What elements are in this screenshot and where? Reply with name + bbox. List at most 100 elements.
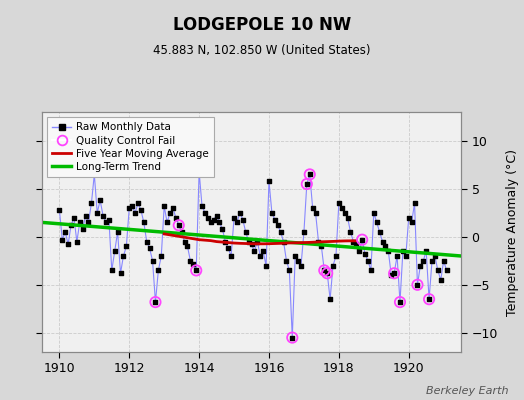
- Point: [111, 248, 119, 254]
- Point: [81, 212, 90, 219]
- Point: [163, 219, 171, 226]
- Point: [442, 267, 451, 274]
- Point: [183, 243, 192, 250]
- Point: [128, 203, 136, 209]
- Point: [113, 229, 122, 235]
- Point: [192, 267, 200, 274]
- Point: [434, 267, 442, 274]
- Point: [99, 212, 107, 219]
- Point: [244, 238, 253, 245]
- Point: [288, 334, 297, 341]
- Point: [317, 243, 325, 250]
- Point: [425, 296, 433, 302]
- Point: [172, 214, 180, 221]
- Point: [105, 216, 113, 223]
- Point: [422, 248, 430, 254]
- Point: [352, 241, 361, 248]
- Point: [311, 210, 320, 216]
- Point: [291, 253, 299, 259]
- Point: [174, 222, 183, 228]
- Point: [227, 253, 235, 259]
- Point: [178, 229, 186, 235]
- Point: [238, 216, 247, 223]
- Point: [146, 245, 154, 252]
- Point: [206, 219, 215, 226]
- Point: [320, 267, 329, 274]
- Point: [125, 205, 134, 211]
- Point: [198, 203, 206, 209]
- Point: [393, 253, 401, 259]
- Point: [332, 253, 340, 259]
- Point: [268, 210, 276, 216]
- Point: [186, 258, 194, 264]
- Point: [64, 241, 72, 248]
- Point: [192, 267, 200, 274]
- Point: [242, 229, 250, 235]
- Point: [320, 267, 329, 274]
- Point: [341, 210, 349, 216]
- Point: [378, 238, 387, 245]
- Point: [343, 214, 352, 221]
- Point: [96, 197, 104, 204]
- Point: [256, 253, 265, 259]
- Point: [262, 262, 270, 269]
- Text: LODGEPOLE 10 NW: LODGEPOLE 10 NW: [173, 16, 351, 34]
- Point: [169, 205, 177, 211]
- Point: [75, 219, 84, 226]
- Point: [221, 238, 230, 245]
- Point: [387, 272, 396, 278]
- Point: [399, 248, 407, 254]
- Point: [384, 248, 392, 254]
- Point: [151, 299, 160, 305]
- Point: [401, 253, 410, 259]
- Point: [212, 212, 221, 219]
- Point: [410, 200, 419, 206]
- Point: [137, 207, 145, 213]
- Point: [358, 236, 366, 243]
- Point: [195, 168, 203, 175]
- Point: [413, 282, 422, 288]
- Point: [84, 219, 93, 226]
- Point: [224, 245, 233, 252]
- Point: [428, 258, 436, 264]
- Point: [303, 181, 311, 187]
- Point: [364, 258, 372, 264]
- Point: [405, 214, 413, 221]
- Point: [355, 248, 364, 254]
- Point: [375, 229, 384, 235]
- Point: [416, 262, 424, 269]
- Point: [93, 210, 102, 216]
- Point: [309, 205, 317, 211]
- Point: [180, 238, 189, 245]
- Point: [279, 238, 288, 245]
- Point: [300, 229, 308, 235]
- Point: [55, 207, 63, 213]
- Point: [337, 205, 346, 211]
- Point: [396, 299, 404, 305]
- Point: [116, 270, 125, 276]
- Point: [107, 267, 116, 274]
- Point: [131, 210, 139, 216]
- Point: [253, 238, 261, 245]
- Point: [419, 258, 428, 264]
- Point: [157, 253, 166, 259]
- Y-axis label: Temperature Anomaly (°C): Temperature Anomaly (°C): [506, 148, 519, 316]
- Point: [143, 238, 151, 245]
- Point: [259, 248, 267, 254]
- Point: [431, 253, 439, 259]
- Point: [174, 222, 183, 228]
- Point: [166, 210, 174, 216]
- Point: [236, 210, 244, 216]
- Point: [79, 226, 87, 232]
- Point: [413, 282, 422, 288]
- Point: [297, 262, 305, 269]
- Point: [148, 258, 157, 264]
- Point: [154, 267, 162, 274]
- Point: [367, 267, 375, 274]
- Point: [250, 248, 259, 254]
- Point: [233, 219, 241, 226]
- Point: [230, 214, 238, 221]
- Point: [274, 222, 282, 228]
- Point: [329, 262, 337, 269]
- Point: [160, 203, 168, 209]
